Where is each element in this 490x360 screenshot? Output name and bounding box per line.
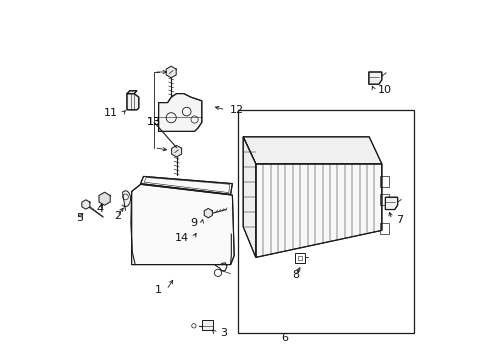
Polygon shape bbox=[243, 137, 256, 257]
Bar bbox=[380, 194, 389, 205]
Bar bbox=[297, 256, 302, 260]
Bar bbox=[380, 223, 389, 234]
Text: 13: 13 bbox=[147, 117, 161, 127]
Text: 13: 13 bbox=[147, 117, 161, 127]
Polygon shape bbox=[369, 72, 382, 84]
Polygon shape bbox=[386, 197, 398, 210]
Text: 11: 11 bbox=[104, 108, 118, 118]
Text: 7: 7 bbox=[396, 215, 403, 225]
Polygon shape bbox=[141, 176, 232, 194]
Bar bbox=[294, 253, 305, 263]
Polygon shape bbox=[243, 137, 382, 164]
Polygon shape bbox=[127, 91, 137, 94]
Polygon shape bbox=[256, 164, 382, 257]
Polygon shape bbox=[204, 208, 212, 218]
Text: 14: 14 bbox=[175, 233, 189, 243]
Bar bbox=[380, 176, 389, 187]
Text: 10: 10 bbox=[378, 85, 392, 95]
Text: 5: 5 bbox=[76, 213, 84, 223]
Text: 12: 12 bbox=[230, 105, 244, 115]
Polygon shape bbox=[99, 192, 110, 205]
Polygon shape bbox=[159, 94, 202, 131]
Polygon shape bbox=[166, 66, 176, 78]
Polygon shape bbox=[132, 184, 234, 265]
Text: 2: 2 bbox=[114, 211, 121, 221]
Text: 1: 1 bbox=[155, 285, 162, 295]
Text: 8: 8 bbox=[292, 270, 299, 280]
Polygon shape bbox=[127, 94, 139, 110]
Polygon shape bbox=[82, 200, 90, 209]
Text: 6: 6 bbox=[281, 333, 288, 343]
Text: 3: 3 bbox=[220, 328, 227, 338]
Text: 9: 9 bbox=[190, 218, 197, 228]
Polygon shape bbox=[172, 145, 182, 157]
Polygon shape bbox=[122, 191, 130, 210]
Bar bbox=[202, 320, 213, 330]
Bar bbox=[238, 110, 414, 333]
Text: 4: 4 bbox=[97, 204, 104, 214]
